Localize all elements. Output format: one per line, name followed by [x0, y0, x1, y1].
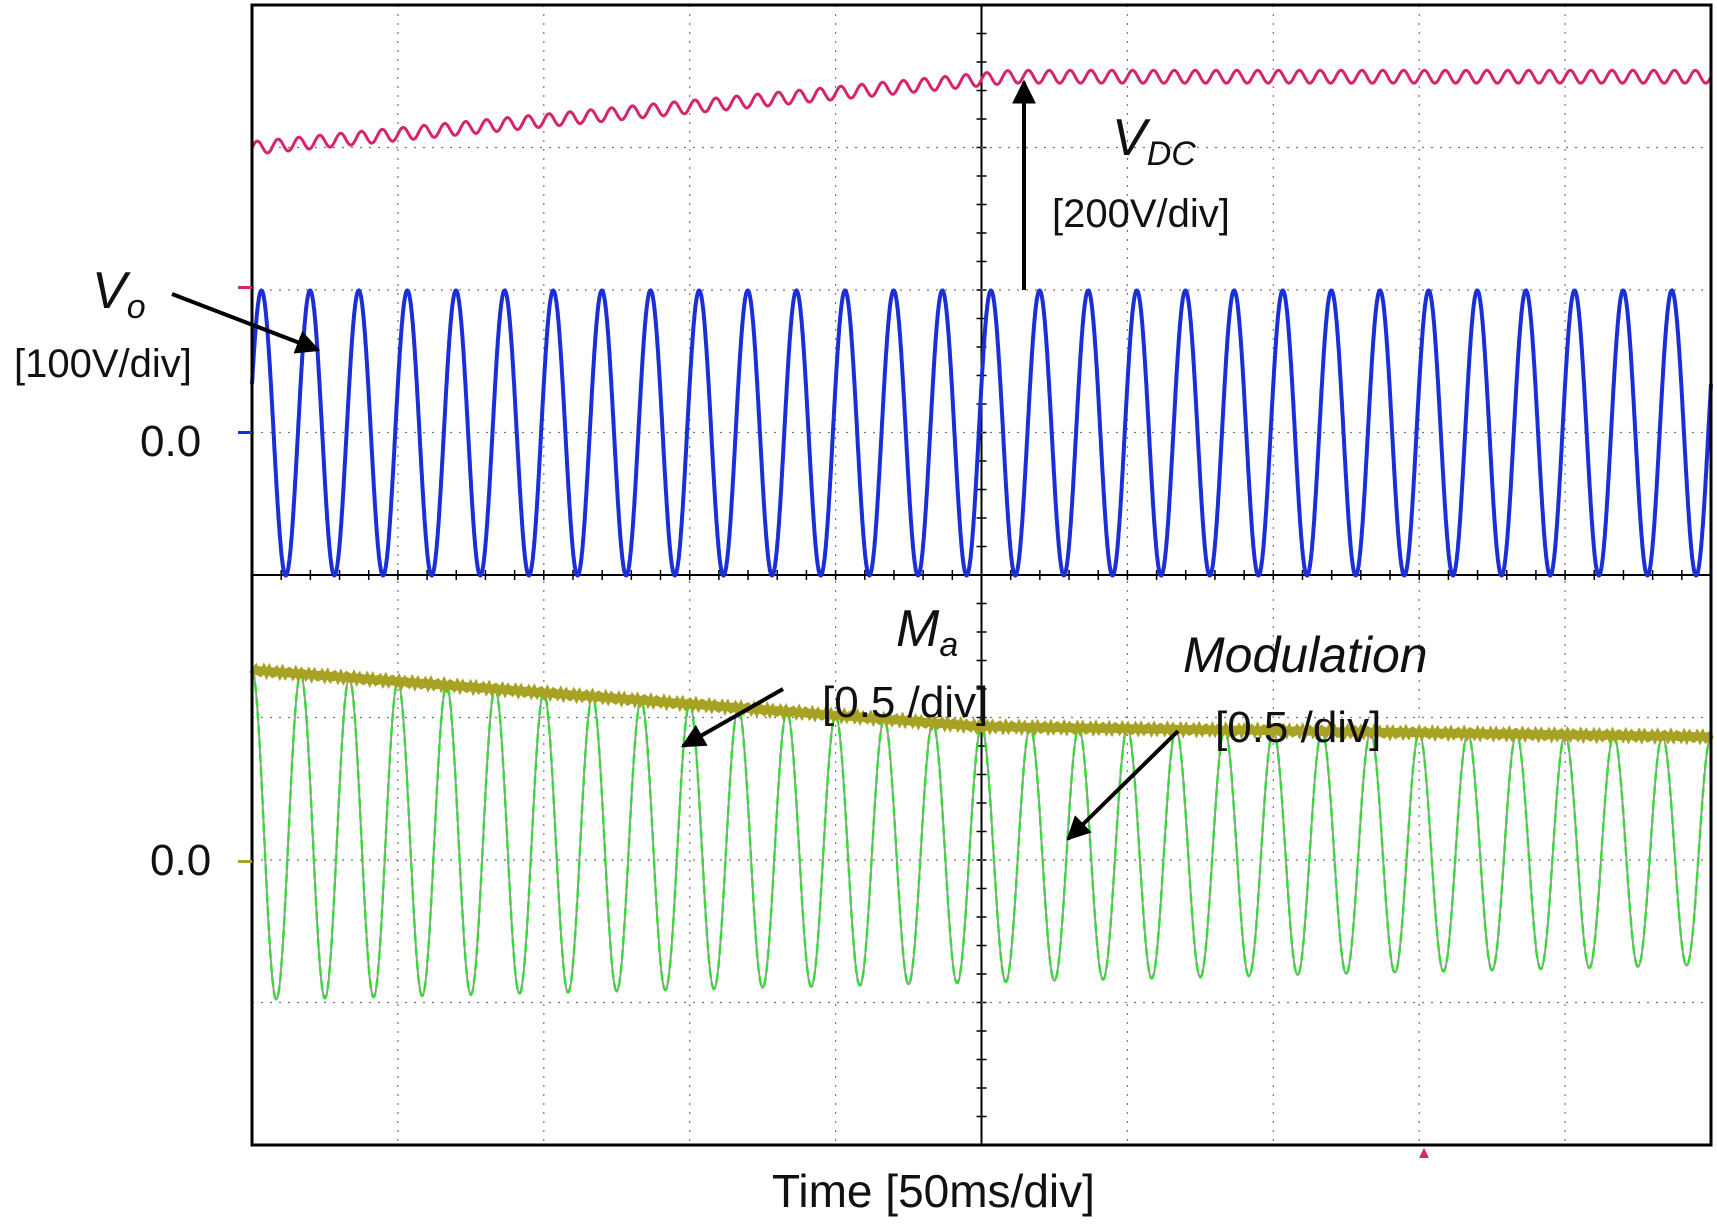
waveform-traces: [249, 68, 1714, 1001]
ma-channel-marker: [238, 860, 252, 863]
modulation-scale-label: [0.5 /div]: [1215, 703, 1381, 752]
vdc-label: VDC: [1112, 109, 1196, 173]
modulation-arrow: [1066, 729, 1180, 841]
ma-scale-label: [0.5 /div]: [822, 678, 988, 727]
x-axis-label: Time [50ms/div]: [772, 1165, 1095, 1217]
vo-trace: [250, 288, 1713, 578]
vdc-scale-label: [200V/div]: [1052, 192, 1230, 236]
vo-scale-label: [100V/div]: [14, 342, 192, 386]
vdc-trace: [250, 68, 1713, 155]
upper-zero-label: 0.0: [140, 417, 201, 466]
modulation-label: Modulation: [1183, 627, 1428, 683]
scope-frame: [250, 3, 1713, 1147]
trigger-position-marker: [1419, 1148, 1429, 1158]
annotations: [171, 79, 1180, 841]
vdc-channel-marker: [238, 286, 252, 289]
vo-label: Vo: [92, 262, 146, 326]
channel-markers: [238, 286, 252, 863]
vo-channel-marker: [238, 431, 252, 434]
lower-zero-label: 0.0: [150, 836, 211, 885]
ma-trace: [249, 662, 1714, 746]
vo-arrow: [171, 292, 321, 354]
ma-label: Ma: [896, 600, 958, 664]
ma-arrow: [680, 687, 784, 748]
